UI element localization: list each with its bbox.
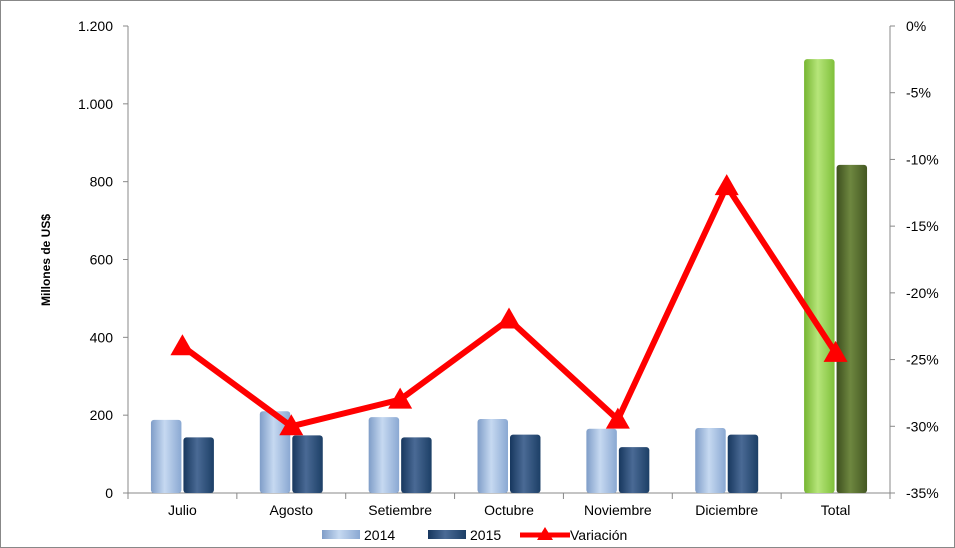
legend-label-2014: 2014 (364, 527, 395, 543)
legend-marker-variacion (537, 527, 553, 540)
legend-swatch-2014 (322, 530, 360, 539)
bar-2015 (836, 164, 868, 493)
bar-2014 (695, 428, 726, 493)
variation-marker (170, 334, 195, 356)
x-tick-label: Octubre (484, 502, 534, 518)
bar-2015 (183, 437, 214, 493)
y-tick-label: 200 (90, 407, 114, 423)
variation-marker (605, 407, 630, 429)
y2-tick-label: -35% (906, 485, 939, 501)
y-axis-title: Millones de US$ (39, 214, 53, 306)
legend-swatch-2015 (428, 530, 466, 539)
x-tick-label: Diciembre (695, 502, 758, 518)
y2-tick-label: -20% (906, 285, 939, 301)
variation-marker (279, 414, 304, 436)
y-tick-label: 1.000 (78, 96, 113, 112)
x-tick-label: Agosto (269, 502, 313, 518)
bar-2014 (368, 417, 400, 493)
y-tick-label: 0 (105, 485, 113, 501)
bar-2015 (292, 435, 323, 493)
y2-tick-label: -5% (906, 85, 931, 101)
x-tick-label: Julio (168, 502, 197, 518)
y-tick-label: 800 (90, 174, 114, 190)
y2-tick-label: -15% (906, 218, 939, 234)
y-tick-label: 600 (90, 252, 114, 268)
variation-marker (388, 387, 413, 409)
bar-2014 (477, 419, 508, 493)
variation-marker (823, 340, 848, 362)
y-tick-label: 1.200 (78, 18, 113, 34)
legend-label-2015: 2015 (470, 527, 501, 543)
y2-tick-label: 0% (906, 18, 926, 34)
x-tick-label: Total (821, 502, 851, 518)
bar-2014 (804, 59, 835, 494)
y2-tick-label: -25% (906, 352, 939, 368)
legend: 2014 2015 Variación (322, 527, 627, 543)
legend-label-variacion: Variación (570, 527, 627, 543)
bar-2014 (150, 419, 182, 493)
bar-2015 (510, 434, 541, 493)
y-tick-label: 400 (90, 329, 114, 345)
bar-2015 (618, 447, 650, 493)
x-tick-label: Setiembre (368, 502, 432, 518)
bar-2014 (586, 428, 617, 493)
variation-marker (714, 174, 739, 196)
variation-marker (497, 307, 521, 329)
bar-2015 (727, 434, 759, 493)
x-tick-label: Noviembre (584, 502, 652, 518)
bar-2015 (401, 437, 432, 493)
y2-tick-label: -30% (906, 418, 939, 434)
y2-tick-label: -10% (906, 151, 939, 167)
